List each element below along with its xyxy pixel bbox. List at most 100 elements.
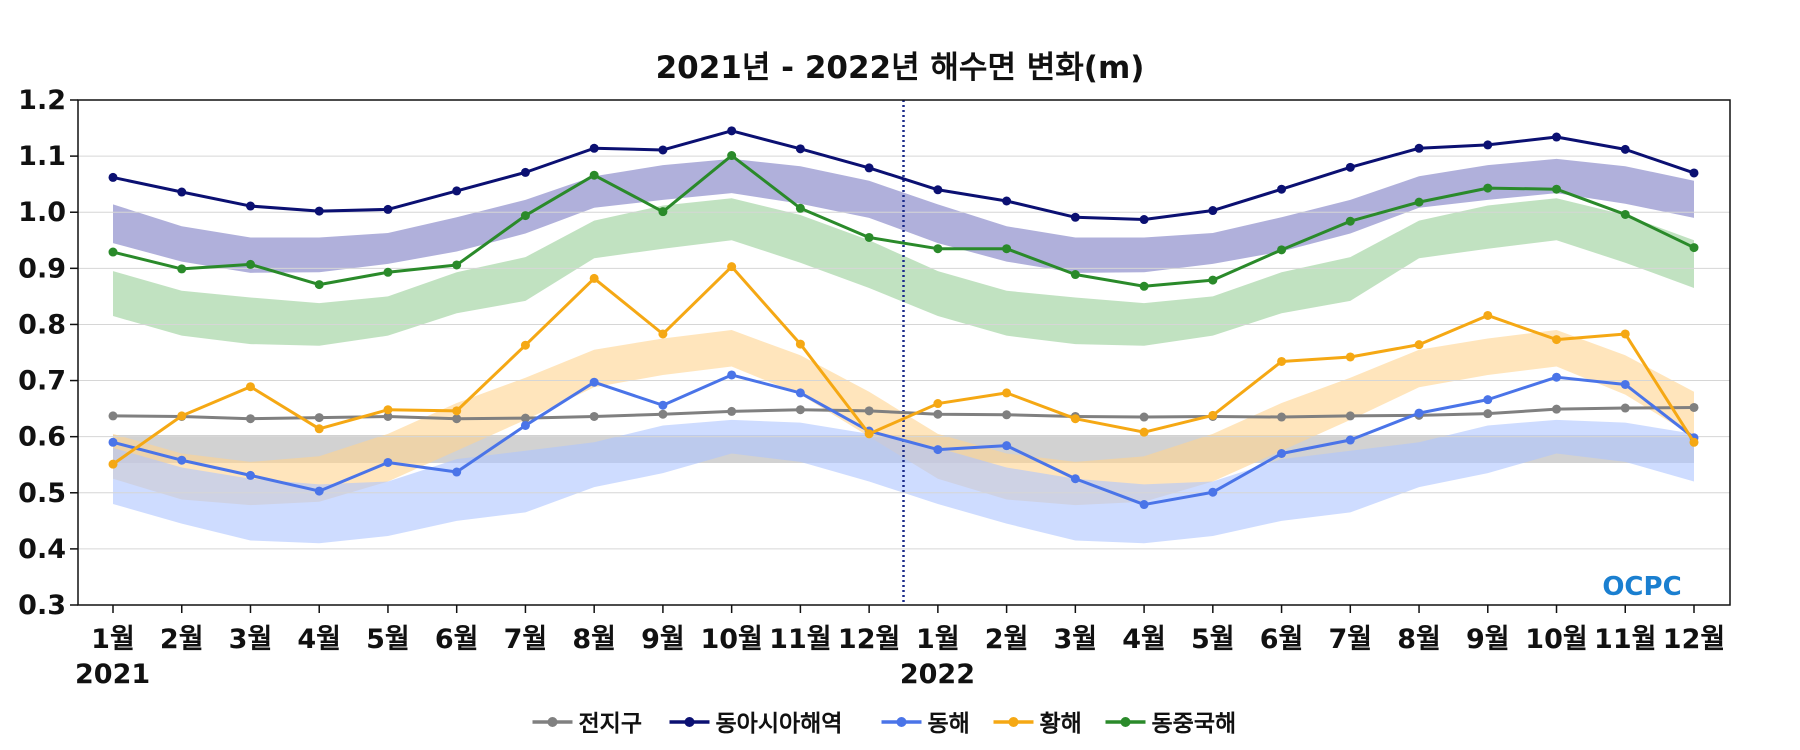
data-point <box>1002 244 1012 254</box>
legend-label: 동해 <box>928 711 970 737</box>
data-point <box>864 406 874 416</box>
data-point <box>658 145 668 155</box>
data-point <box>314 486 324 496</box>
data-point <box>589 143 599 153</box>
data-point <box>1620 403 1630 413</box>
x-tick-label: 1월 <box>916 624 960 655</box>
data-point <box>1139 412 1149 422</box>
data-point <box>383 267 393 277</box>
data-point <box>108 437 118 447</box>
data-point <box>177 455 187 465</box>
data-point <box>727 126 737 136</box>
y-tick-label: 1.0 <box>18 197 66 228</box>
legend-label: 동중국해 <box>1152 711 1237 737</box>
legend-item: 전지구 <box>532 711 642 737</box>
x-tick-label: 6월 <box>435 624 479 655</box>
x-tick-label: 5월 <box>1191 624 1235 655</box>
data-point <box>589 170 599 180</box>
data-point <box>1277 184 1287 194</box>
data-point <box>1552 184 1562 194</box>
data-point <box>1345 435 1355 445</box>
data-point <box>177 411 187 421</box>
series-line-3 <box>112 265 1696 466</box>
data-point <box>933 399 943 409</box>
x-tick-label: 1월 <box>91 624 135 655</box>
x-tick-label: 9월 <box>1466 624 1510 655</box>
data-point <box>245 259 255 269</box>
data-point <box>383 457 393 467</box>
series-line-2 <box>112 373 1695 507</box>
data-point <box>1139 500 1149 510</box>
legend-item: 동아시아해역 <box>669 711 842 737</box>
data-point <box>1002 388 1012 398</box>
year-label: 2021 <box>75 659 150 690</box>
data-point <box>452 406 462 416</box>
data-point <box>177 187 187 197</box>
data-point <box>589 273 599 283</box>
legend-item: 동중국해 <box>1105 711 1237 737</box>
axes-layer: 0.3 0.4 0.5 0.6 0.7 0.8 0.9 1.0 1.1 1.2 1월 2월 3월 4월 5월… <box>18 85 1731 690</box>
data-point <box>795 144 805 154</box>
data-point <box>1552 335 1562 345</box>
data-point <box>1414 408 1424 418</box>
data-point <box>1139 215 1149 225</box>
x-tick-label: 10월 <box>1525 624 1587 655</box>
data-point <box>1552 372 1562 382</box>
data-point <box>314 413 324 423</box>
data-point <box>727 262 737 272</box>
legend-layer: 전지구 동아시아해역 동해 황해 동중국해 <box>532 711 1237 737</box>
data-point <box>108 459 118 469</box>
data-point <box>383 204 393 214</box>
data-point <box>1208 206 1218 216</box>
data-point <box>1483 140 1493 150</box>
data-point <box>1208 410 1218 420</box>
x-tick-label: 3월 <box>1054 624 1098 655</box>
data-point <box>1070 212 1080 222</box>
x-tick-label: 12월 <box>838 624 900 655</box>
data-point <box>658 207 668 217</box>
x-tick-label: 3월 <box>229 624 273 655</box>
data-point <box>1002 196 1012 206</box>
data-point <box>1345 352 1355 362</box>
data-point <box>864 232 874 242</box>
legend-swatch-marker <box>1120 717 1131 727</box>
data-point <box>1414 197 1424 207</box>
legend-swatch-marker <box>896 717 907 727</box>
data-point <box>1689 402 1699 412</box>
data-point <box>727 151 737 161</box>
data-point <box>1139 281 1149 291</box>
data-point <box>933 244 943 254</box>
data-point <box>1070 270 1080 280</box>
data-point <box>245 470 255 480</box>
data-point <box>520 420 530 430</box>
data-point <box>1483 409 1493 419</box>
data-point <box>452 414 462 424</box>
data-point <box>520 413 530 423</box>
legend-item: 황해 <box>993 711 1082 737</box>
series-line-4 <box>112 154 1695 288</box>
y-tick-label: 1.1 <box>18 141 66 172</box>
data-point <box>1208 275 1218 285</box>
x-tick-label: 10월 <box>700 624 762 655</box>
data-point <box>520 211 530 221</box>
data-point <box>1070 414 1080 424</box>
data-point <box>1689 168 1699 178</box>
data-point <box>1620 144 1630 154</box>
data-point <box>658 329 668 339</box>
grid-layer <box>78 100 1730 605</box>
series-line-1 <box>112 129 1695 222</box>
data-point <box>1277 412 1287 422</box>
y-tick-label: 0.9 <box>18 253 66 284</box>
data-point <box>314 280 324 290</box>
legend-item: 동해 <box>881 711 970 737</box>
x-tick-label: 8월 <box>572 624 616 655</box>
x-tick-label: 2월 <box>160 624 204 655</box>
data-point <box>795 405 805 415</box>
data-point <box>1689 243 1699 253</box>
data-point <box>1139 427 1149 437</box>
lines-layer <box>108 126 1699 510</box>
legend-label: 황해 <box>1040 711 1082 737</box>
data-point <box>1620 329 1630 339</box>
x-tick-label: 11월 <box>769 624 831 655</box>
